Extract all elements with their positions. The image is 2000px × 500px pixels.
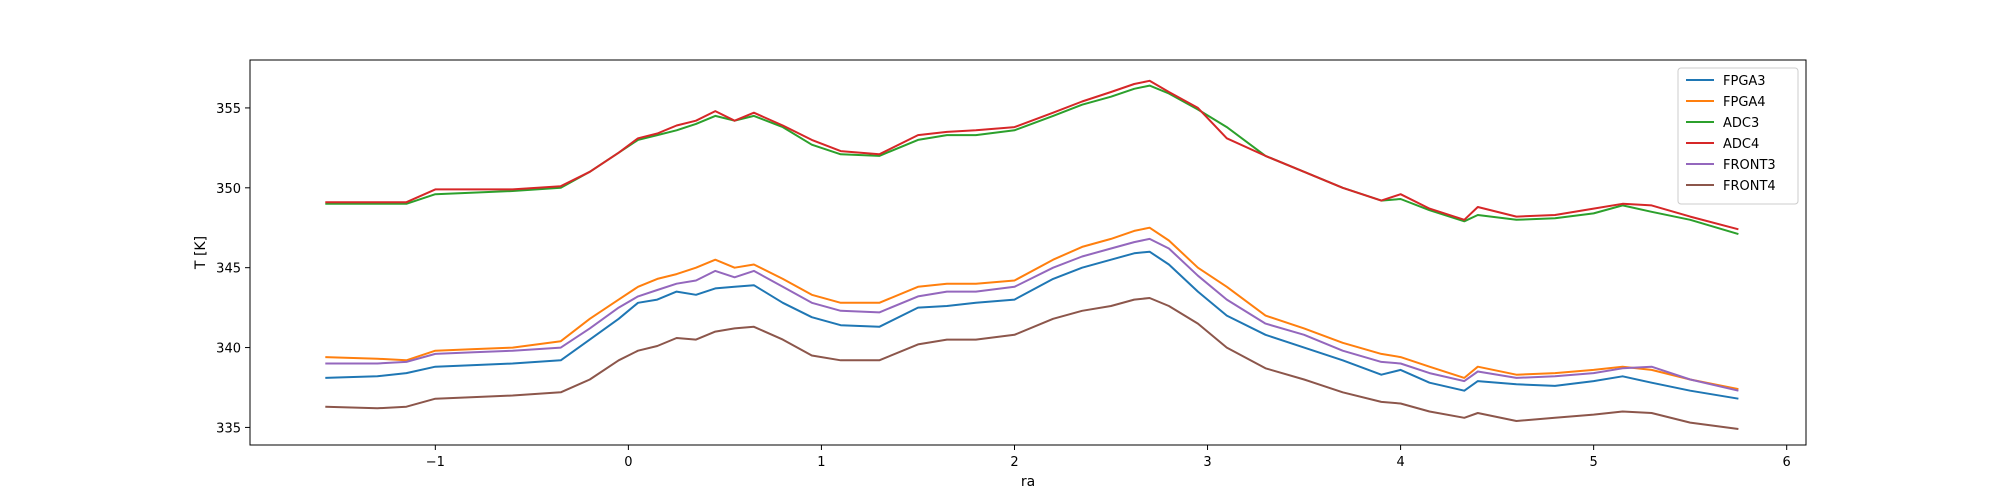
x-tick-label: 3 bbox=[1203, 455, 1211, 470]
series-line-front3 bbox=[325, 237, 1739, 392]
series-line-adc3 bbox=[325, 84, 1739, 236]
series-line-fpga3 bbox=[325, 250, 1739, 400]
series-line-front4 bbox=[325, 297, 1739, 430]
legend: FPGA3 FPGA4 ADC3 ADC4 FRONT3 FRONT4 bbox=[1677, 67, 1799, 205]
legend-label-fpga4: FPGA4 bbox=[1723, 95, 1766, 110]
legend-label-adc4: ADC4 bbox=[1723, 137, 1759, 152]
series-layer bbox=[325, 79, 1739, 430]
legend-label-fpga3: FPGA3 bbox=[1723, 74, 1766, 89]
x-tick-label: 0 bbox=[624, 455, 632, 470]
legend-label-front4: FRONT4 bbox=[1723, 179, 1776, 194]
y-tick-label: 340 bbox=[216, 342, 241, 357]
y-tick-label: 335 bbox=[216, 421, 241, 436]
series-line-adc4 bbox=[325, 79, 1739, 231]
legend-label-adc3: ADC3 bbox=[1723, 116, 1759, 131]
plot-frame bbox=[249, 59, 1807, 446]
series-line-fpga4 bbox=[325, 226, 1739, 391]
y-tick-label: 350 bbox=[216, 182, 241, 197]
y-axis-label: T [K] bbox=[193, 236, 209, 270]
y-tick-label: 355 bbox=[216, 102, 241, 117]
legend-label-front3: FRONT3 bbox=[1723, 158, 1776, 173]
x-axis: −1 0 1 2 3 4 5 6 bbox=[426, 445, 1791, 470]
x-tick-label: −1 bbox=[426, 455, 445, 470]
x-tick-label: 5 bbox=[1590, 455, 1598, 470]
x-tick-label: 1 bbox=[817, 455, 825, 470]
x-axis-label: ra bbox=[1021, 474, 1035, 490]
x-tick-label: 2 bbox=[1010, 455, 1018, 470]
y-axis: 335 340 345 350 355 bbox=[216, 102, 250, 436]
x-tick-label: 6 bbox=[1783, 455, 1791, 470]
x-tick-label: 4 bbox=[1396, 455, 1404, 470]
y-tick-label: 345 bbox=[216, 262, 241, 277]
